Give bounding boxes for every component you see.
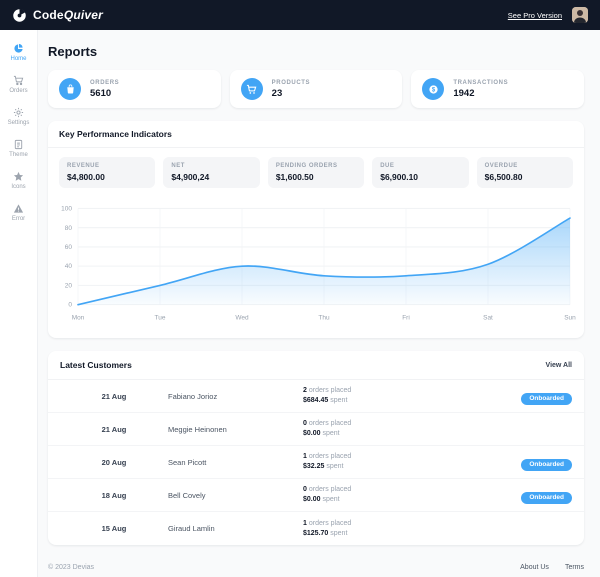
stat-label: ORDERS xyxy=(90,79,120,86)
svg-text:Sat: Sat xyxy=(483,314,493,321)
customer-row[interactable]: 20 Aug Sean Picott 1 orders placed $32.2… xyxy=(48,446,584,479)
top-navbar: CodeQuiver See Pro Version xyxy=(0,0,600,30)
svg-text:Tue: Tue xyxy=(155,314,166,321)
stat-value: 23 xyxy=(271,87,283,99)
kpi-card: Key Performance Indicators REVENUE $4,80… xyxy=(48,121,584,338)
logo-icon xyxy=(13,8,26,22)
footer: © 2023 Devias About Us Terms xyxy=(48,545,584,571)
stat-label: TRANSACTIONS xyxy=(453,79,509,86)
latest-customers-title: Latest Customers xyxy=(60,360,132,370)
sidebar-item-settings[interactable]: Settings xyxy=(0,104,37,129)
status-badge: Onboarded xyxy=(521,392,572,405)
sidebar-item-home[interactable]: Home xyxy=(0,40,37,65)
svg-text:100: 100 xyxy=(61,205,72,212)
see-pro-version-link[interactable]: See Pro Version xyxy=(507,10,562,20)
stat-card-transactions: $ TRANSACTIONS 1942 xyxy=(411,70,585,108)
svg-text:0: 0 xyxy=(68,302,72,309)
svg-text:Sun: Sun xyxy=(564,314,576,321)
stat-value: 5610 xyxy=(90,87,112,99)
kpi-chip-pending-orders: PENDING ORDERS $1,600.50 xyxy=(267,157,365,188)
sidebar-item-theme[interactable]: Theme xyxy=(0,136,37,161)
footer-link-about-us[interactable]: About Us xyxy=(520,564,549,571)
kpi-chip-revenue: REVENUE $4,800.00 xyxy=(59,157,156,188)
stats-row: ORDERS 5610 PRODUCTS 23 $ xyxy=(48,70,585,108)
sidebar-item-error[interactable]: Error xyxy=(0,200,37,225)
logo[interactable]: CodeQuiver xyxy=(12,8,103,23)
status-badge: Onboarded xyxy=(521,458,572,471)
file-icon xyxy=(14,139,23,150)
svg-text:$: $ xyxy=(432,87,436,93)
svg-text:Fri: Fri xyxy=(402,314,410,321)
customer-row[interactable]: 18 Aug Bell Covely 0 orders placed $0.00… xyxy=(48,479,584,512)
copyright-text: © 2023 Devias xyxy=(48,564,95,571)
logo-text: CodeQuiver xyxy=(33,8,104,22)
view-all-link[interactable]: View All xyxy=(545,361,572,369)
svg-text:80: 80 xyxy=(65,225,73,232)
avatar-image xyxy=(572,7,588,23)
sidebar: Home Orders Settings Theme Icons Error xyxy=(0,30,38,577)
kpi-chips-row: REVENUE $4,800.00 NET $4,900,24 PENDING … xyxy=(48,148,584,194)
svg-text:40: 40 xyxy=(65,263,73,270)
stat-value: 1942 xyxy=(453,87,475,99)
gear-icon xyxy=(13,107,24,118)
kpi-chip-due: DUE $6,900.10 xyxy=(372,157,469,188)
star-icon xyxy=(13,171,24,181)
customer-row[interactable]: 15 Aug Giraud Lamlin 1 orders placed $12… xyxy=(101,519,352,537)
stat-card-products: PRODUCTS 23 xyxy=(229,70,403,108)
cart-icon xyxy=(13,75,24,86)
main-content: Reports ORDERS 5610 PRODU xyxy=(38,0,600,571)
svg-text:Thu: Thu xyxy=(318,314,329,321)
svg-text:Mon: Mon xyxy=(72,314,85,321)
status-badge: Onboarded xyxy=(521,491,572,504)
page-title: Reports xyxy=(48,44,98,59)
svg-text:Wed: Wed xyxy=(235,314,249,321)
stat-label: PRODUCTS xyxy=(271,79,311,86)
customer-row[interactable]: 21 Aug Fabiano Jorioz 2 orders placed $6… xyxy=(48,380,584,413)
kpi-chip-net: NET $4,900,24 xyxy=(163,157,260,188)
user-avatar[interactable] xyxy=(572,7,588,23)
pie-chart-icon xyxy=(14,43,23,53)
stat-card-orders: ORDERS 5610 xyxy=(48,70,221,108)
area-chart: 0 20 40 60 80 100 Mon Tue Wed Thu Fri Sat Sun xyxy=(48,194,584,338)
area-chart-svg: 0 20 40 60 80 100 Mon Tue Wed Thu Fri Sat Sun xyxy=(61,205,576,321)
sidebar-item-icons[interactable]: Icons xyxy=(0,168,37,193)
footer-link-terms[interactable]: Terms xyxy=(564,564,584,571)
cart-icon xyxy=(240,78,263,100)
dollar-circle-icon: $ xyxy=(422,78,445,100)
kpi-chip-overdue: OVERDUE $6,500.80 xyxy=(476,157,574,188)
svg-text:60: 60 xyxy=(65,244,73,251)
customer-row[interactable]: 21 Aug Meggie Heinonen 0 orders placed $… xyxy=(48,413,584,446)
svg-text:20: 20 xyxy=(65,282,73,289)
sidebar-item-orders[interactable]: Orders xyxy=(0,72,37,97)
latest-customers-card: Latest Customers View All 21 Aug Fabiano… xyxy=(48,351,584,545)
warning-icon xyxy=(13,204,24,213)
kpi-section-title: Key Performance Indicators xyxy=(59,129,172,139)
shopping-bag-icon xyxy=(59,78,81,100)
